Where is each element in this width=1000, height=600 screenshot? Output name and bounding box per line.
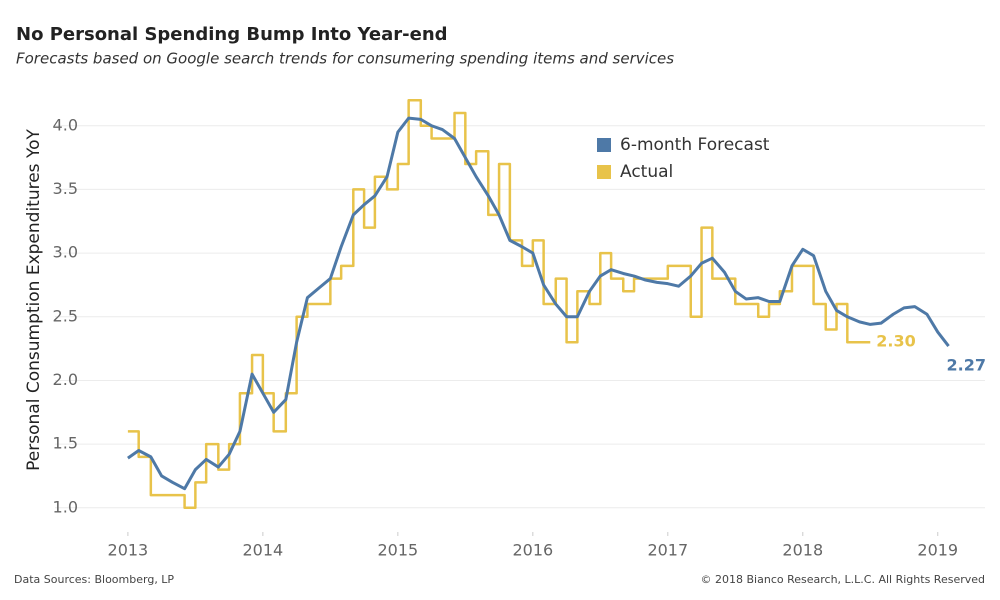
legend-label: Actual	[620, 162, 673, 182]
legend-swatch	[597, 138, 611, 152]
y-tick-label: 1.5	[53, 434, 78, 453]
legend-label: 6-month Forecast	[620, 135, 770, 155]
x-tick-label: 2013	[108, 541, 149, 560]
y-tick-label: 4.0	[53, 115, 78, 134]
legend-swatch	[597, 165, 611, 179]
x-tick-label: 2019	[917, 541, 958, 560]
end-label: 2.30	[876, 332, 915, 351]
series-line	[127, 116, 950, 491]
y-axis-label: Personal Consumption Expenditures YoY	[24, 129, 44, 471]
y-tick-label: 2.5	[53, 306, 78, 325]
source-note: Data Sources: Bloomberg, LP	[14, 573, 174, 586]
copyright-note: © 2018 Bianco Research, L.L.C. All Right…	[701, 573, 985, 586]
chart-title: No Personal Spending Bump Into Year-end	[16, 24, 448, 45]
y-tick-label: 3.0	[53, 243, 78, 262]
y-tick-label: 1.0	[53, 497, 78, 516]
x-tick-label: 2017	[647, 541, 688, 560]
x-tick-label: 2018	[782, 541, 823, 560]
x-tick-label: 2015	[377, 541, 418, 560]
chart-subtitle: Forecasts based on Google search trends …	[16, 50, 674, 68]
x-tick-label: 2016	[512, 541, 553, 560]
series-line	[127, 99, 871, 510]
end-label: 2.27	[947, 356, 986, 375]
y-tick-label: 3.5	[53, 179, 78, 198]
x-tick-label: 2014	[243, 541, 284, 560]
y-tick-label: 2.0	[53, 370, 78, 389]
